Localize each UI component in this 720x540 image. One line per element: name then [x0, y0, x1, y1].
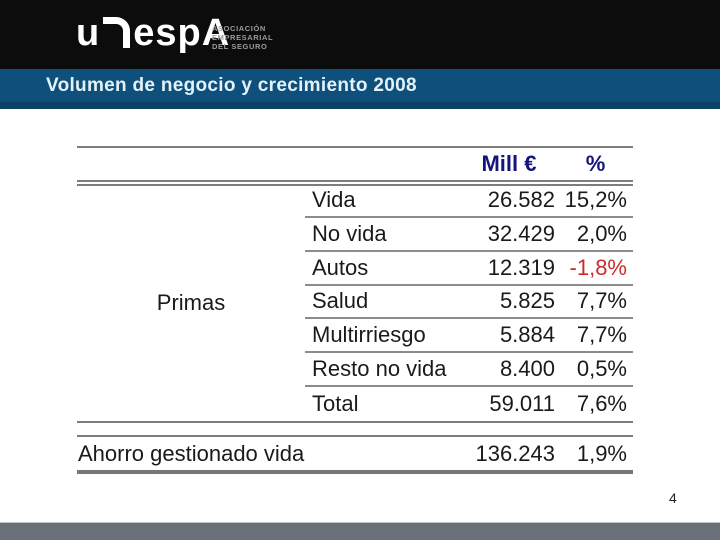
row-mill-value: 8.400 — [499, 356, 555, 382]
page-number: 4 — [669, 490, 677, 506]
tagline-line-3: DEL SEGURO — [212, 42, 268, 51]
table-row: Multirriesgo 5.884 7,7% — [305, 319, 633, 354]
header-double-line-1 — [77, 180, 633, 182]
row-pct-value-negative: -1,8% — [569, 254, 627, 280]
row-mill-value: 5.884 — [499, 322, 555, 348]
row-pct-value: 0,5% — [576, 356, 627, 382]
row-label: Total — [312, 391, 359, 417]
table-row-total: Total 59.011 7,6% — [305, 387, 633, 421]
ahorro-top-line — [77, 435, 633, 437]
ahorro-label: Ahorro gestionado vida — [78, 440, 305, 466]
group-label-primas: Primas — [156, 289, 226, 315]
row-mill-value: 59.011 — [489, 391, 555, 417]
title-band: Volumen de negocio y crecimiento 2008 — [0, 69, 720, 109]
slide-title: Volumen de negocio y crecimiento 2008 — [46, 74, 417, 96]
row-pct-value: 7,6% — [576, 391, 627, 417]
ahorro-pct-value: 1,9% — [576, 440, 627, 466]
row-label: No vida — [312, 220, 387, 246]
row-pct-value: 7,7% — [576, 322, 627, 348]
header-double-line-2 — [77, 184, 633, 186]
row-label: Multirriesgo — [312, 322, 426, 348]
table-header-row: Mill € % — [77, 148, 633, 179]
tagline-line-2: EMPRESARIAL — [212, 33, 274, 42]
row-mill-value: 32.429 — [487, 220, 555, 246]
table-bottom-line — [77, 421, 633, 423]
logo-text-start: u — [76, 12, 101, 54]
table-row: Autos 12.319 -1,8% — [305, 252, 633, 286]
ahorro-mill-value: 136.243 — [475, 440, 555, 466]
ahorro-bottom-thick-line — [77, 470, 633, 474]
row-label: Vida — [312, 186, 356, 212]
table-row: No vida 32.429 2,0% — [305, 218, 633, 252]
row-mill-value: 12.319 — [487, 254, 555, 280]
title-band-shadow — [0, 102, 720, 109]
logo-tagline: ASOCIACIÓN EMPRESARIAL DEL SEGURO — [212, 24, 273, 51]
logo-text-end: espA — [133, 12, 231, 54]
row-label: Resto no vida — [312, 356, 447, 382]
table-row: Salud 5.825 7,7% — [305, 286, 633, 320]
table-row: Resto no vida 8.400 0,5% — [305, 353, 633, 388]
logo-n-glyph-icon — [103, 17, 131, 48]
row-pct-value: 15,2% — [564, 186, 627, 212]
column-header-mill: Mill € — [481, 150, 537, 176]
footer-band — [0, 522, 720, 540]
table-body: Vida 26.582 15,2% No vida 32.429 2,0% Au… — [305, 184, 633, 421]
logo-band: u espA ASOCIACIÓN EMPRESARIAL DEL SEGURO — [0, 0, 720, 69]
primas-table: Mill € % Primas Vida 26.582 15,2% No vid… — [77, 146, 633, 474]
row-mill-value: 26.582 — [487, 186, 555, 212]
table-row: Vida 26.582 15,2% — [305, 184, 633, 218]
tagline-line-1: ASOCIACIÓN — [212, 24, 266, 33]
row-pct-value: 2,0% — [576, 220, 627, 246]
unespa-logo: u espA — [76, 14, 230, 52]
column-header-pct: % — [585, 150, 606, 176]
row-label: Autos — [312, 254, 369, 280]
ahorro-row: Ahorro gestionado vida 136.243 1,9% — [77, 437, 633, 470]
row-mill-value: 5.825 — [499, 288, 555, 314]
table-top-line — [77, 146, 633, 148]
row-label: Salud — [312, 288, 369, 314]
row-pct-value: 7,7% — [576, 288, 627, 314]
